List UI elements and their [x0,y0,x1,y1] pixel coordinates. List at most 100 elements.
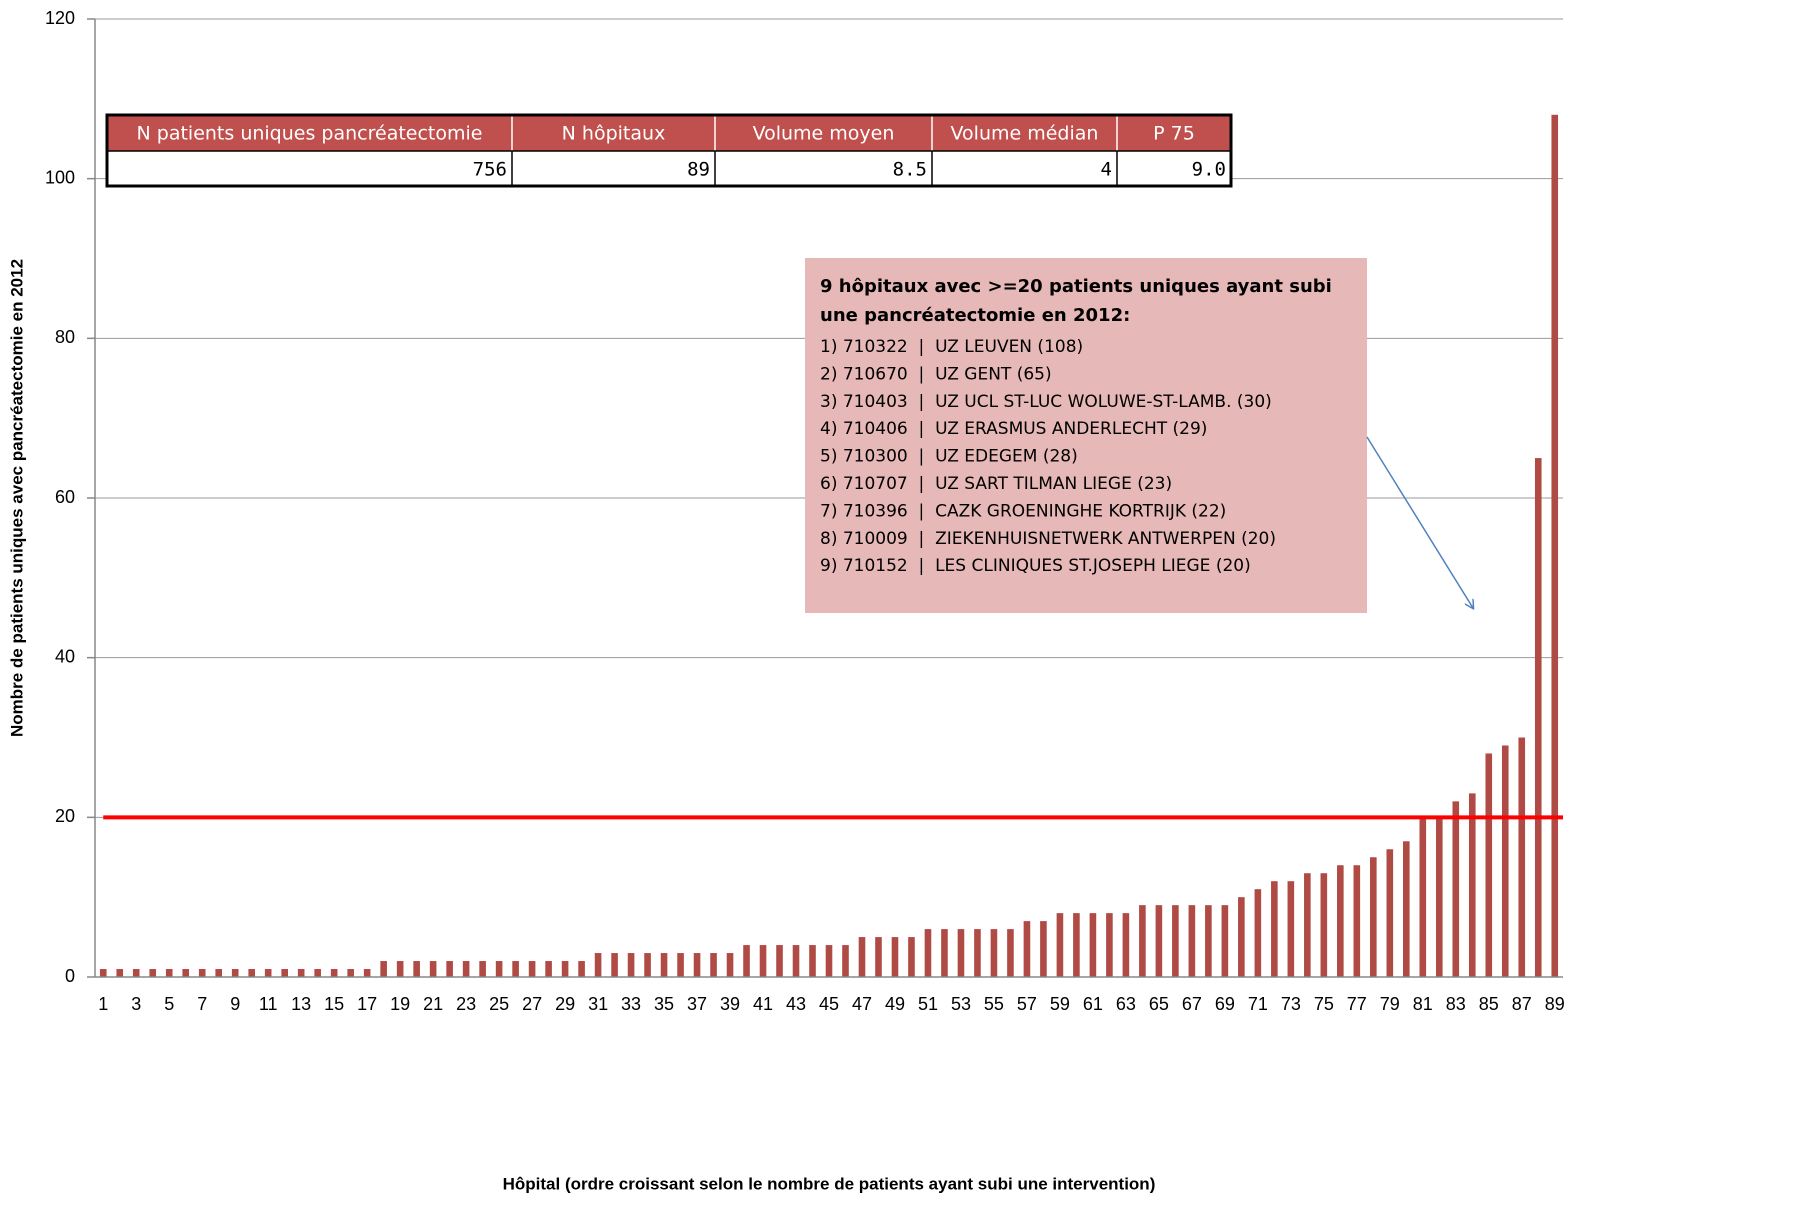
x-tick-label: 61 [1083,994,1103,1014]
x-tick-label: 87 [1512,994,1532,1014]
x-tick-label: 75 [1314,994,1334,1014]
bars: 1 3 5 7 9 11 13 15 17 19 21 23 25 27 29 31 33 35 37 39 41 43 4… [98,114,1565,1014]
bar [462,961,470,977]
bar [429,961,437,977]
bar [182,969,190,977]
table-header-cell: Volume médian [951,123,1099,145]
x-tick-label: 39 [720,994,740,1014]
x-tick-label: 79 [1380,994,1400,1014]
bar [792,945,800,977]
y-tick-label: 100 [45,167,75,187]
bar [1452,801,1460,977]
bar [446,961,453,977]
bar [99,969,107,977]
annotation-title: 9 hôpitaux avec >=20 patients uniques ay… [820,276,1332,297]
bar [611,953,618,977]
bar [1122,913,1130,977]
bar [479,961,486,977]
x-tick-label: 5 [164,994,174,1014]
bar [561,961,569,977]
bar [132,969,140,977]
x-tick-label: 59 [1050,994,1070,1014]
x-tick-label: 27 [522,994,542,1014]
x-tick-label: 73 [1281,994,1301,1014]
table-header-cell: N patients uniques pancréatectomie [137,123,483,145]
bar [1089,913,1097,977]
bar [396,961,404,977]
annotation-line: 8) 710009 | ZIEKENHUISNETWERK ANTWERPEN … [820,529,1276,549]
bar [165,969,173,977]
bar [875,937,882,977]
bar [1320,873,1328,977]
bar [1435,817,1443,977]
bar [809,945,816,977]
bar [545,961,552,977]
x-tick-label: 11 [259,994,278,1014]
x-tick-label: 31 [588,994,608,1014]
x-tick-label: 33 [621,994,641,1014]
bar [974,929,981,977]
x-tick-label: 67 [1182,994,1202,1014]
bar [1403,841,1410,977]
bar [891,937,899,977]
table-header-bg [107,115,1231,151]
bar [710,953,717,977]
x-tick-label: 35 [654,994,674,1014]
bar [297,969,305,977]
x-tick-label: 63 [1116,994,1136,1014]
annotation-line: 7) 710396 | CAZK GROENINGHE KORTRIJK (22… [820,501,1226,521]
y-tick-label: 40 [55,646,75,666]
table-cell: 4 [1101,159,1112,181]
bar [759,945,767,977]
bar [314,969,321,977]
bar [1040,921,1047,977]
x-tick-label: 23 [456,994,476,1014]
y-tick-label: 0 [65,966,75,986]
bar [693,953,701,977]
x-tick-label: 89 [1545,994,1565,1014]
x-tick-label: 51 [918,994,938,1014]
x-tick-label: 15 [324,994,344,1014]
x-tick-label: 37 [687,994,707,1014]
bar [842,945,849,977]
y-tick-label: 80 [55,327,75,347]
x-tick-label: 69 [1215,994,1235,1014]
annotation-line: 6) 710707 | UZ SART TILMAN LIEGE (23) [820,474,1172,494]
bar [1205,905,1212,977]
bar [825,945,833,977]
x-tick-label: 43 [786,994,806,1014]
bar [1287,881,1295,977]
bar [957,929,965,977]
bar [858,937,866,977]
bar [528,961,536,977]
bar [1419,817,1427,977]
bar [1304,873,1311,977]
x-tick-label: 65 [1149,994,1169,1014]
bar [1337,865,1344,977]
bar [660,953,668,977]
y-tick-label: 60 [55,487,75,507]
bar [116,969,124,977]
annotation-line: 4) 710406 | UZ ERASMUS ANDERLECHT (29) [820,419,1207,439]
bar [330,969,338,977]
x-tick-label: 53 [951,994,971,1014]
x-tick-label: 21 [423,994,443,1014]
bar [1139,905,1146,977]
x-tick-label: 77 [1347,994,1367,1014]
x-tick-label: 41 [753,994,773,1014]
x-tick-label: 9 [230,994,240,1014]
bar [924,929,932,977]
x-axis-title: Hôpital (ordre croissant selon le nombre… [503,1174,1156,1193]
table-cell: 89 [687,159,710,181]
bar [627,953,635,977]
bar [1172,905,1179,977]
x-tick-label: 49 [885,994,905,1014]
bar [1106,913,1113,977]
bar [215,969,223,977]
bar [512,961,519,977]
bar [264,969,272,977]
bar [1501,745,1509,977]
bar [347,969,354,977]
x-tick-label: 17 [357,994,377,1014]
